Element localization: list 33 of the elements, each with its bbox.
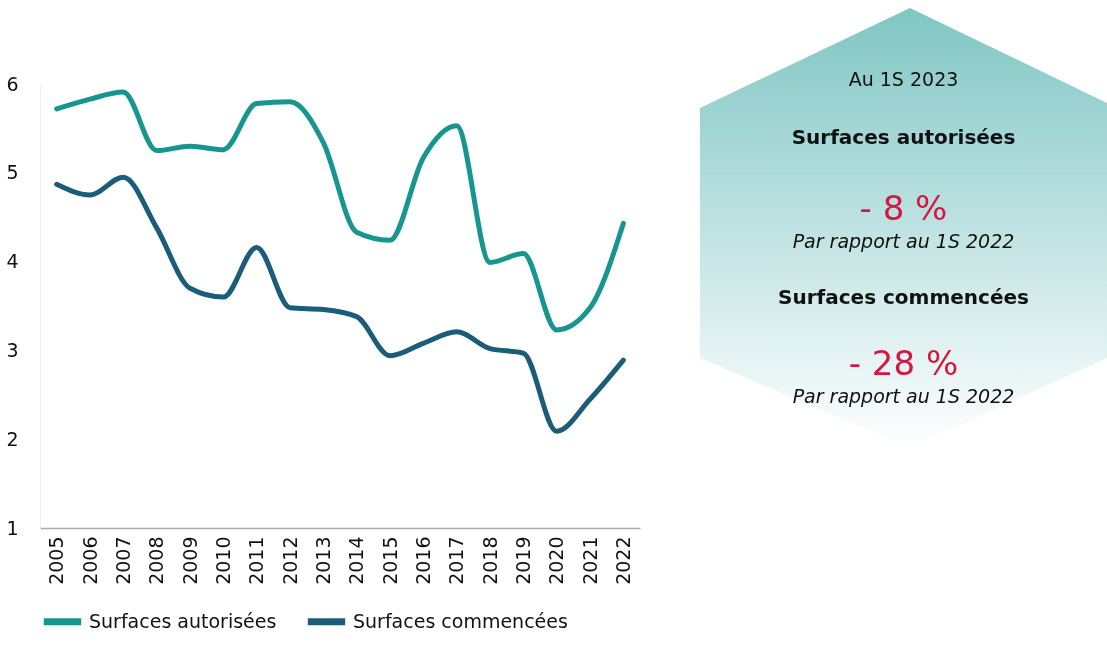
- x-tick-label: 2018: [478, 536, 501, 585]
- x-tick-label: 2014: [345, 536, 368, 585]
- x-tick-label: 2007: [111, 536, 134, 585]
- x-tick-label: 2016: [411, 536, 434, 585]
- x-tick-label: 2020: [545, 536, 568, 585]
- x-tick-label: 2015: [378, 536, 401, 585]
- y-tick-label: 3: [6, 338, 19, 361]
- y-tick-label: 6: [6, 72, 19, 95]
- x-tick-label: 2008: [145, 536, 168, 585]
- text: - 28 %: [847, 343, 960, 383]
- text: Au 1S 2023: [847, 68, 960, 90]
- text: Surfaces autorisées: [790, 125, 1017, 149]
- x-tick-label: 2009: [178, 536, 201, 585]
- text: Par rapport au 1S 2022: [791, 230, 1016, 252]
- x-tick-label: 2019: [511, 536, 534, 585]
- x-tick-label: 2006: [78, 536, 101, 585]
- y-tick-label: 2: [6, 427, 19, 450]
- y-tick-label: 5: [6, 161, 19, 184]
- text: Surfaces commencées: [777, 285, 1030, 309]
- text: Par rapport au 1S 2022: [791, 385, 1016, 407]
- x-tick-label: 2013: [311, 536, 334, 585]
- x-tick-label: 2017: [445, 536, 468, 585]
- legend-label: Surfaces autorisées: [89, 609, 277, 632]
- x-tick-label: 2022: [611, 536, 634, 585]
- text: - 8 %: [858, 188, 949, 228]
- y-tick-label: 1: [6, 516, 19, 539]
- x-tick-label: 2010: [211, 536, 234, 585]
- x-tick-label: 2011: [245, 536, 268, 585]
- x-tick-label: 2012: [278, 536, 301, 585]
- x-tick-label: 2021: [578, 536, 601, 585]
- legend-label: Surfaces commencées: [353, 609, 568, 632]
- x-tick-label: 2005: [45, 536, 68, 585]
- y-tick-label: 4: [6, 250, 19, 273]
